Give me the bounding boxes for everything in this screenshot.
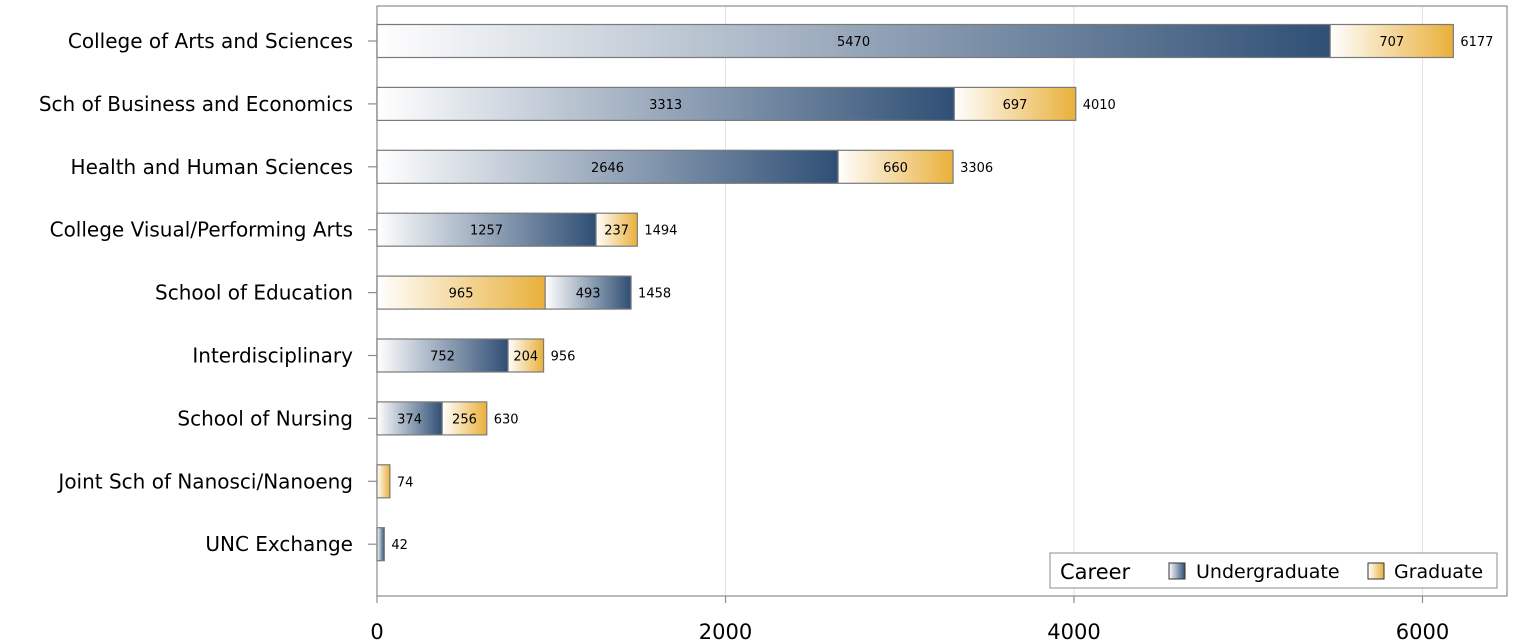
segment-value-label: 493 bbox=[576, 287, 601, 302]
category-label: College Visual/Performing Arts bbox=[50, 218, 353, 242]
total-value-label: 6177 bbox=[1460, 35, 1493, 50]
bar-segment-graduate bbox=[837, 149, 954, 184]
segment-value-label: 237 bbox=[604, 224, 629, 239]
total-value-label: 1458 bbox=[638, 287, 671, 302]
category-label: School of Nursing bbox=[177, 406, 353, 430]
bar-segment-graduate bbox=[507, 338, 545, 373]
legend-box bbox=[1049, 552, 1498, 589]
segment-value-label: 3313 bbox=[649, 98, 682, 113]
legend-label-undergraduate: Undergraduate bbox=[1196, 561, 1340, 583]
total-value-label: 956 bbox=[551, 350, 576, 365]
category-labels: College of Arts and Sciences Sch of Busin… bbox=[39, 29, 377, 556]
bar-segment-graduate bbox=[441, 401, 488, 436]
bars: 5470 707 6177 3313 697 4010 2646 660 3306 1257 237… bbox=[376, 23, 1493, 562]
category-label: Joint Sch of Nanosci/Nanoeng bbox=[56, 469, 353, 493]
bar-segment-undergraduate bbox=[376, 338, 509, 373]
segment-value-label: 697 bbox=[1003, 98, 1028, 113]
x-axis: 0 2000 4000 6000 bbox=[370, 596, 1449, 643]
bar-segment-graduate bbox=[953, 86, 1077, 122]
segment-value-label: 707 bbox=[1379, 35, 1404, 50]
total-value-label: 630 bbox=[494, 412, 519, 427]
bar-segment-undergraduate bbox=[544, 275, 632, 310]
category-label: Health and Human Sciences bbox=[71, 155, 353, 179]
category-label: College of Arts and Sciences bbox=[68, 29, 353, 53]
total-value-label: 4010 bbox=[1083, 98, 1116, 113]
legend: Career Undergraduate Graduate bbox=[1049, 552, 1498, 589]
bar-segment-undergraduate bbox=[376, 401, 443, 436]
bar-segment-graduate bbox=[1329, 23, 1454, 59]
segment-value-label: 256 bbox=[452, 412, 477, 427]
legend-label-graduate: Graduate bbox=[1394, 561, 1483, 583]
legend-swatch-graduate bbox=[1367, 562, 1385, 580]
x-tick-label: 6000 bbox=[1396, 620, 1449, 643]
legend-title: Career bbox=[1060, 560, 1131, 584]
segment-value-label: 965 bbox=[449, 287, 474, 302]
legend-swatch-undergraduate bbox=[1168, 562, 1186, 580]
total-value-label: 74 bbox=[397, 475, 414, 490]
category-label: UNC Exchange bbox=[205, 532, 353, 556]
total-value-label: 42 bbox=[391, 538, 408, 553]
segment-value-label: 204 bbox=[513, 350, 538, 365]
x-tick-label: 2000 bbox=[699, 620, 752, 643]
bar-segment-graduate bbox=[595, 212, 638, 247]
bar-segment-undergraduate bbox=[376, 23, 1331, 59]
segment-value-label: 374 bbox=[397, 412, 422, 427]
category-label: School of Education bbox=[155, 281, 353, 305]
x-tick-label: 4000 bbox=[1047, 620, 1100, 643]
segment-value-label: 2646 bbox=[591, 161, 624, 176]
total-value-label: 1494 bbox=[644, 224, 677, 239]
segment-value-label: 752 bbox=[430, 350, 455, 365]
category-label: Sch of Business and Economics bbox=[39, 92, 353, 116]
bar-segment-graduate bbox=[376, 275, 546, 310]
category-label: Interdisciplinary bbox=[192, 344, 353, 368]
segment-value-label: 660 bbox=[883, 161, 908, 176]
bar-segment-undergraduate bbox=[376, 527, 385, 562]
segment-value-label: 5470 bbox=[837, 35, 870, 50]
x-tick-label: 0 bbox=[370, 620, 383, 643]
total-value-label: 3306 bbox=[960, 161, 993, 176]
segment-value-label: 1257 bbox=[470, 224, 503, 239]
bar-segment-graduate bbox=[376, 464, 391, 499]
